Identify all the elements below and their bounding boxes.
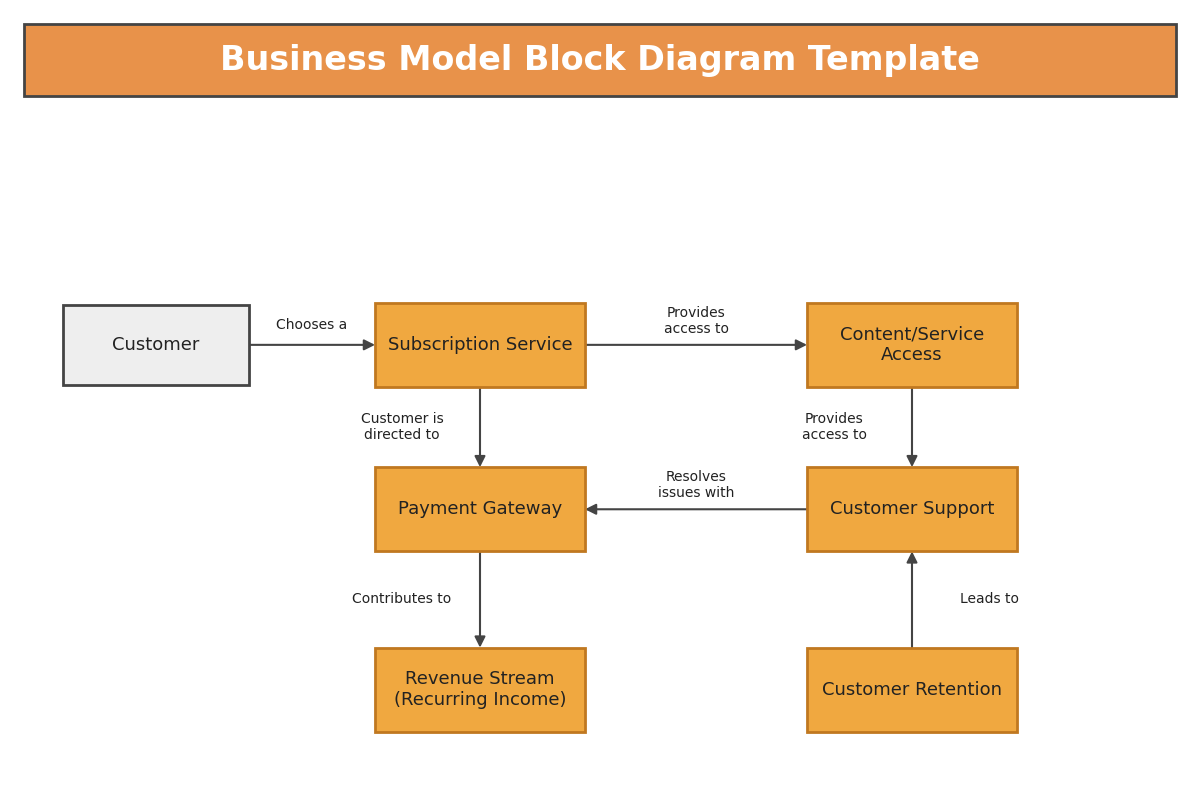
Text: Leads to: Leads to (960, 593, 1020, 606)
Text: Contributes to: Contributes to (353, 593, 451, 606)
Bar (808, 303, 1016, 387)
Text: Chooses a: Chooses a (276, 318, 348, 332)
Bar (24, 24, 1176, 96)
Text: Payment Gateway: Payment Gateway (398, 500, 562, 518)
Bar (808, 467, 1016, 552)
Text: Revenue Stream
(Recurring Income): Revenue Stream (Recurring Income) (394, 670, 566, 709)
Text: Provides
access to: Provides access to (802, 412, 866, 442)
Bar (374, 467, 586, 552)
Text: Customer: Customer (113, 336, 199, 354)
Text: Subscription Service: Subscription Service (388, 336, 572, 354)
Text: Customer is
directed to: Customer is directed to (361, 412, 443, 442)
Text: Resolves
issues with: Resolves issues with (658, 470, 734, 500)
Text: Content/Service
Access: Content/Service Access (840, 326, 984, 364)
Text: Customer Retention: Customer Retention (822, 681, 1002, 699)
Text: Business Model Block Diagram Template: Business Model Block Diagram Template (220, 43, 980, 77)
Text: Customer Support: Customer Support (830, 500, 994, 518)
Text: Provides
access to: Provides access to (664, 306, 728, 336)
Bar (64, 305, 250, 385)
Bar (374, 648, 586, 731)
Bar (808, 648, 1016, 731)
Bar (374, 303, 586, 387)
